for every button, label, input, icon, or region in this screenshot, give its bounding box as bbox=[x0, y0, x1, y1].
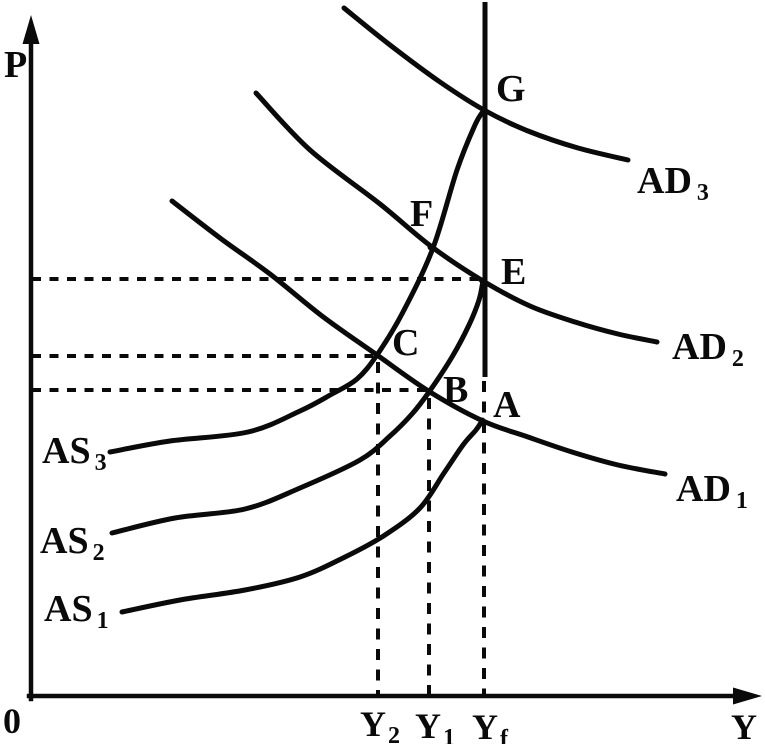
point-A bbox=[478, 417, 486, 425]
curve-AS1 bbox=[119, 418, 485, 615]
point-label-c: C bbox=[392, 322, 419, 364]
equilibrium-points bbox=[373, 106, 488, 425]
point-label-b: B bbox=[443, 369, 468, 411]
point-F bbox=[427, 243, 435, 251]
point-label-g: G bbox=[496, 68, 526, 110]
point-label-e: E bbox=[501, 251, 526, 293]
curve-label-ad1: AD 1 bbox=[676, 468, 748, 514]
curve-AS2 bbox=[109, 278, 486, 536]
curve-label-as2: AS 2 bbox=[40, 520, 105, 566]
y-axis-label: Y bbox=[731, 707, 757, 744]
point-C bbox=[373, 351, 381, 359]
curve-label-as1: AS 1 bbox=[44, 588, 109, 634]
tick-label-y2: Y2 bbox=[360, 704, 400, 744]
curve-AS3 bbox=[107, 107, 487, 455]
point-G bbox=[480, 106, 488, 114]
guide-lines bbox=[32, 2, 488, 694]
p-axis-label: P bbox=[4, 44, 27, 86]
curve-label-ad2: AD 2 bbox=[672, 326, 744, 372]
tick-label-y1: Y1 bbox=[415, 706, 455, 744]
curve-label-as3: AS 3 bbox=[42, 430, 107, 476]
y-axis-arrowhead bbox=[733, 687, 762, 705]
p-axis-arrowhead bbox=[22, 15, 40, 44]
tick-label-yf: Yf bbox=[472, 707, 509, 744]
point-E bbox=[479, 277, 487, 285]
origin-label: 0 bbox=[3, 701, 21, 741]
point-label-a: A bbox=[493, 384, 521, 426]
point-label-f: F bbox=[410, 193, 433, 235]
curve-label-ad3: AD 3 bbox=[637, 160, 709, 206]
point-B bbox=[425, 388, 433, 396]
curve-AD2 bbox=[253, 90, 660, 345]
supply-demand-curves bbox=[107, 5, 668, 615]
